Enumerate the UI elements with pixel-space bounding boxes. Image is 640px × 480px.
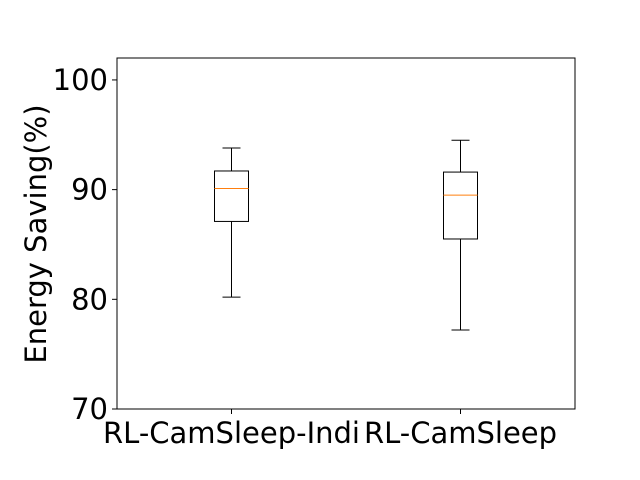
box-1 [214, 147, 249, 298]
x-axis: RL-CamSleep-Indi RL-CamSleep [103, 409, 557, 450]
iqr-box [214, 170, 249, 222]
y-tick-label: 80 [71, 282, 108, 316]
iqr-box [443, 171, 478, 240]
y-axis-label: Energy Saving(%) [19, 104, 53, 363]
y-tick-label: 70 [71, 392, 108, 426]
y-axis: 70 80 90 100 [53, 63, 117, 426]
x-tick-label: RL-CamSleep [364, 416, 557, 450]
box-2 [443, 139, 478, 331]
axes-frame [116, 57, 576, 410]
plot-area [214, 139, 478, 331]
y-tick-label: 90 [71, 173, 108, 207]
x-tick-label: RL-CamSleep-Indi [103, 416, 360, 450]
y-tick-label: 100 [53, 63, 108, 97]
